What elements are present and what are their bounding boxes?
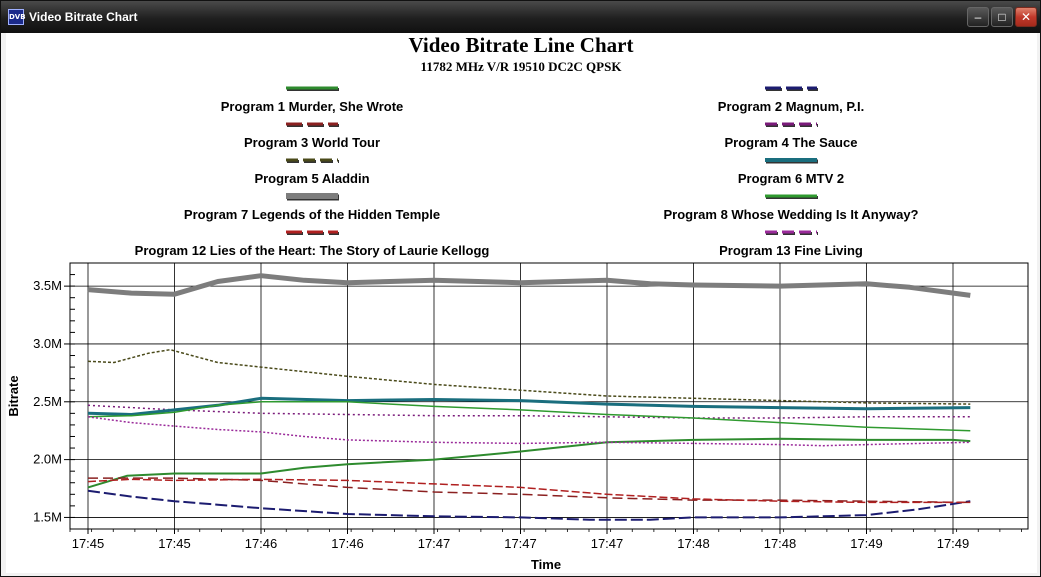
x-tick-label: 17:46 bbox=[245, 536, 278, 551]
chart-subtitle: 11782 MHz V/R 19510 DC2C QPSK bbox=[421, 59, 623, 74]
minimize-icon: – bbox=[974, 10, 982, 24]
legend-label: Program 1 Murder, She Wrote bbox=[221, 99, 404, 114]
x-tick-label: 17:47 bbox=[504, 536, 537, 551]
series-line bbox=[87, 489, 971, 521]
window-title: Video Bitrate Chart bbox=[29, 10, 138, 24]
series-line bbox=[87, 401, 971, 432]
series-line bbox=[87, 273, 971, 298]
chart-legend: Program 1 Murder, She Wrote Program 2 Mag… bbox=[135, 86, 919, 258]
y-tick-label: 3.0M bbox=[33, 336, 62, 351]
legend-label: Program 5 Aladdin bbox=[254, 171, 369, 186]
series-line bbox=[87, 348, 971, 405]
x-tick-label: 17:45 bbox=[72, 536, 105, 551]
maximize-button[interactable]: □ bbox=[991, 7, 1013, 27]
x-axis-label: Time bbox=[531, 557, 561, 572]
x-tick-label: 17:47 bbox=[591, 536, 624, 551]
x-tick-label: 17:48 bbox=[677, 536, 710, 551]
title-bar[interactable]: DVB Video Bitrate Chart – □ ✕ bbox=[1, 1, 1040, 33]
legend-label: Program 4 The Sauce bbox=[725, 135, 858, 150]
plot-frame bbox=[69, 262, 1029, 530]
app-logo-icon: DVB bbox=[8, 9, 26, 25]
x-tick-label: 17:45 bbox=[158, 536, 191, 551]
close-icon: ✕ bbox=[1020, 10, 1032, 24]
legend-label: Program 12 Lies of the Heart: The Story … bbox=[135, 243, 490, 258]
series-line bbox=[87, 396, 971, 416]
y-axis-label: Bitrate bbox=[6, 375, 21, 416]
legend-label: Program 6 MTV 2 bbox=[738, 171, 844, 186]
legend-label: Program 3 World Tour bbox=[244, 135, 380, 150]
legend-label: Program 7 Legends of the Hidden Temple bbox=[184, 207, 440, 222]
series-line bbox=[87, 437, 971, 489]
legend-label: Program 13 Fine Living bbox=[719, 243, 863, 258]
legend-label: Program 2 Magnum, P.I. bbox=[718, 99, 864, 114]
minimize-button[interactable]: – bbox=[967, 7, 989, 27]
x-tick-label: 17:46 bbox=[331, 536, 364, 551]
close-button[interactable]: ✕ bbox=[1015, 7, 1037, 27]
x-tick-label: 17:48 bbox=[764, 536, 797, 551]
x-tick-label: 17:47 bbox=[418, 536, 451, 551]
x-tick-label: 17:49 bbox=[937, 536, 970, 551]
bitrate-line-chart: Video Bitrate Line Chart 11782 MHz V/R 1… bbox=[6, 33, 1029, 572]
plot-area: 1.5M 2.0M 2.5M 3.0M 3.5M 17:45 17:45 17:46 17:46… bbox=[33, 262, 1029, 551]
series-line bbox=[87, 478, 971, 504]
y-tick-label: 1.5M bbox=[33, 509, 62, 524]
chart-area: Video Bitrate Line Chart 11782 MHz V/R 1… bbox=[6, 33, 1037, 573]
chart-title: Video Bitrate Line Chart bbox=[409, 33, 634, 57]
y-tick-label: 3.5M bbox=[33, 278, 62, 293]
y-tick-label: 2.5M bbox=[33, 394, 62, 409]
legend-label: Program 8 Whose Wedding Is It Anyway? bbox=[664, 207, 919, 222]
series-line bbox=[87, 404, 971, 419]
series-line bbox=[87, 416, 971, 447]
maximize-icon: □ bbox=[998, 10, 1006, 24]
x-tick-label: 17:49 bbox=[850, 536, 883, 551]
y-tick-label: 2.0M bbox=[33, 452, 62, 467]
